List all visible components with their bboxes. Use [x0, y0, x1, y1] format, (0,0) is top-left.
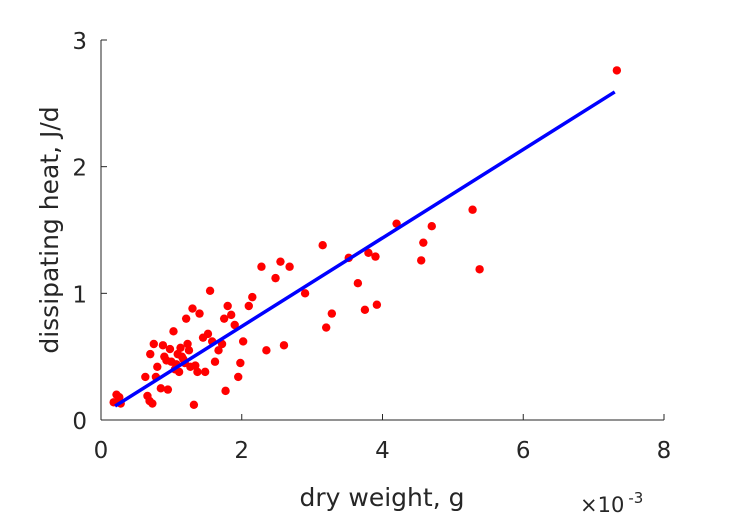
data-point [234, 372, 243, 382]
data-point [248, 292, 257, 302]
y-tick-label: 2 [72, 156, 87, 182]
data-point [360, 305, 370, 314]
x-axis-exponent: ×10 -3 [580, 489, 643, 517]
data-point [188, 304, 197, 313]
x-tick-label: 4 [375, 438, 390, 464]
y-ticks: 0 1 2 3 [72, 29, 107, 435]
data-point [210, 357, 220, 366]
data-point [236, 358, 245, 368]
data-point [230, 320, 239, 330]
data-point [169, 327, 178, 336]
data-point [141, 372, 150, 382]
data-point [149, 339, 158, 349]
data-point [191, 361, 200, 370]
data-point [353, 279, 363, 288]
data-point [148, 399, 157, 408]
data-point [612, 66, 622, 75]
data-point [257, 262, 266, 271]
data-point [203, 329, 213, 339]
data-point [371, 252, 380, 261]
data-point [327, 309, 337, 318]
data-point [244, 301, 253, 311]
x-tick-label: 2 [234, 438, 249, 464]
data-point [271, 273, 280, 283]
data-point [205, 286, 215, 295]
y-tick-label: 1 [72, 282, 87, 308]
data-point [285, 262, 294, 271]
y-axis-label: dissipating heat, J/d [35, 106, 64, 353]
data-point [475, 265, 484, 274]
x-tick-label: 6 [516, 438, 531, 464]
data-point [153, 362, 162, 371]
data-point [226, 310, 236, 320]
fit-line [114, 90, 616, 408]
data-point [221, 386, 230, 396]
data-point [364, 248, 373, 257]
data-point [189, 400, 199, 409]
data-point [163, 385, 173, 394]
x-ticks: 0 2 4 6 8 [94, 414, 672, 464]
data-point [183, 339, 192, 349]
data-point [193, 367, 202, 377]
x-axis-exponent-base: ×10 [580, 493, 624, 517]
data-point [115, 393, 124, 402]
x-tick-label: 0 [94, 438, 109, 464]
data-point [156, 384, 166, 393]
scatter-series [109, 66, 622, 409]
data-point [200, 367, 210, 377]
data-point [427, 222, 436, 231]
x-axis-exponent-power: -3 [628, 489, 643, 507]
data-point [223, 301, 232, 311]
fit-line-series [114, 90, 616, 408]
data-point [276, 257, 285, 266]
data-point [214, 346, 223, 355]
data-point [219, 314, 229, 323]
data-point [322, 323, 331, 332]
data-point [146, 349, 155, 359]
data-point [181, 314, 191, 323]
data-point [184, 346, 194, 355]
data-point [262, 346, 271, 355]
data-point [195, 309, 204, 318]
data-point [419, 238, 428, 247]
data-point [279, 341, 289, 350]
data-point [318, 241, 327, 250]
x-tick-label: 8 [657, 438, 672, 464]
y-tick-label: 3 [72, 29, 87, 55]
data-point [417, 256, 426, 265]
data-point [468, 205, 477, 214]
data-point [372, 300, 382, 309]
data-point [165, 344, 175, 354]
data-point [238, 337, 248, 346]
data-point [174, 367, 184, 377]
x-axis-label: dry weight, g [300, 483, 465, 512]
data-point [158, 341, 168, 350]
y-tick-label: 0 [72, 409, 87, 435]
data-point [176, 343, 185, 352]
data-point [300, 289, 310, 298]
